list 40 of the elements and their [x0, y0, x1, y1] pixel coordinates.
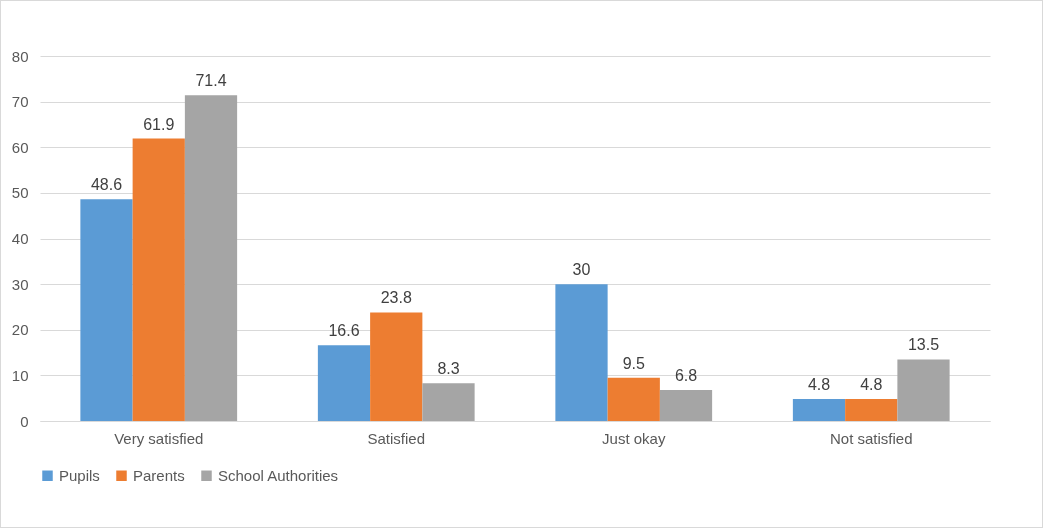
bar: [897, 359, 950, 421]
x-tick-label: Just okay: [602, 429, 666, 447]
bar: [184, 95, 238, 421]
y-tick-label: 70: [11, 93, 29, 111]
data-label: 4.8: [860, 376, 883, 394]
bar: [422, 383, 475, 421]
bar: [80, 199, 133, 421]
x-tick-label: Not satisfied: [829, 429, 913, 447]
data-label: 23.8: [380, 289, 412, 307]
data-label: 71.4: [195, 72, 227, 90]
y-tick-label: 80: [11, 47, 29, 65]
bar: [659, 389, 713, 421]
data-label: 8.3: [437, 360, 460, 378]
bar: [845, 399, 898, 421]
x-tick-label: Satisfied: [367, 429, 426, 447]
y-tick-label: 50: [11, 184, 29, 202]
x-tick-label: Very satisfied: [114, 429, 204, 447]
y-tick-label: 20: [11, 321, 29, 339]
bar: [317, 345, 371, 421]
data-label: 6.8: [674, 366, 698, 384]
bar: [132, 138, 185, 421]
legend-label: Parents: [133, 466, 185, 484]
legend-label: Pupils: [59, 466, 100, 484]
y-tick-label: 40: [11, 230, 29, 247]
bar: [792, 399, 846, 421]
data-label: 16.6: [328, 322, 360, 340]
data-label: 30: [572, 261, 591, 279]
bar: [607, 377, 660, 421]
y-tick-label: 10: [11, 366, 29, 384]
data-label: 48.6: [90, 176, 123, 194]
legend-label: School Authorities: [218, 466, 339, 484]
data-label: 9.5: [622, 354, 645, 372]
y-tick-label: 0: [20, 412, 29, 430]
y-tick-label: 60: [11, 138, 29, 156]
data-label: 61.9: [143, 115, 175, 133]
data-label: 4.8: [807, 376, 831, 394]
bar: [370, 312, 423, 421]
data-label: 13.5: [907, 336, 940, 354]
y-tick-label: 30: [11, 275, 29, 293]
bar: [555, 284, 608, 421]
